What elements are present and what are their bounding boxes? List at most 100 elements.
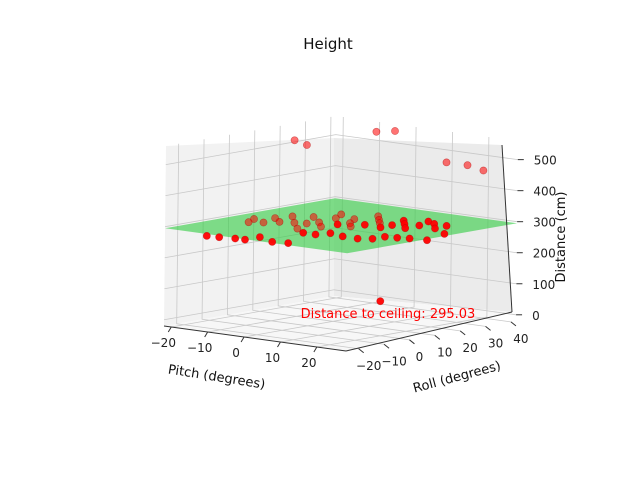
data-point: [346, 222, 355, 231]
data-point: [284, 239, 293, 247]
data-point: [391, 127, 399, 135]
data-point: [388, 221, 396, 229]
data-point: [311, 230, 320, 239]
y-tick-mark: [459, 330, 466, 336]
z-axis-label: Distance (cm): [554, 192, 569, 283]
data-points: [202, 127, 488, 306]
y-grid-line: [328, 116, 511, 323]
data-point: [442, 158, 451, 167]
z-tick-label: 100: [532, 278, 555, 292]
x-tick-mark: [313, 346, 318, 353]
z-grid-line: [164, 258, 517, 290]
y-grid-line: [277, 125, 461, 332]
data-point: [302, 141, 311, 149]
data-point: [288, 212, 297, 221]
y-tick-mark: [409, 339, 415, 345]
z-axis-line: [501, 144, 513, 313]
x-tick-label: −10: [187, 341, 212, 355]
data-point: [255, 233, 264, 241]
y-tick-mark: [358, 348, 364, 354]
data-point: [376, 223, 385, 232]
x-axis-label: Pitch (degrees): [167, 362, 266, 392]
y-tick-label: 30: [488, 336, 503, 350]
data-point: [338, 232, 347, 241]
y-tick-label: 10: [437, 345, 452, 359]
data-point: [215, 233, 224, 242]
x-grid-line: [244, 126, 417, 338]
y-tick-mark: [510, 321, 517, 327]
data-point: [231, 234, 240, 243]
data-point: [368, 234, 377, 243]
data-point: [302, 219, 311, 228]
data-point: [405, 234, 414, 243]
data-point: [259, 218, 268, 227]
data-point: [415, 221, 424, 230]
x-grid-line: [280, 131, 453, 343]
grid-lines: [163, 116, 518, 350]
y-axis-line: [345, 311, 513, 352]
axis-lines: [163, 144, 513, 352]
data-point: [442, 221, 451, 230]
data-point: [309, 213, 318, 221]
distance-annotation: Distance to ceiling: 295.03: [301, 307, 476, 322]
data-point: [401, 224, 410, 233]
z-tick-label: 500: [534, 154, 557, 168]
data-point: [202, 231, 211, 240]
data-point: [380, 232, 389, 241]
data-point: [241, 235, 249, 244]
x-grid-line: [316, 136, 490, 348]
data-point: [463, 161, 472, 170]
z-tick-label: 200: [533, 247, 556, 261]
y-tick-mark: [485, 325, 491, 331]
y-tick-label: 20: [463, 341, 478, 355]
y-tick-labels: −20 −10 0 10 20 30 40: [356, 321, 529, 373]
x-tick-label: 10: [265, 351, 280, 365]
data-point: [333, 220, 342, 229]
chart-title: Height: [303, 35, 353, 53]
data-point: [393, 233, 402, 242]
x-tick-label: 0: [232, 346, 240, 360]
y-tick-label: −20: [356, 359, 381, 373]
data-point: [268, 237, 277, 246]
y-grid-line: [176, 143, 359, 350]
data-point: [244, 218, 253, 227]
y-grid-line: [201, 139, 385, 345]
data-point: [376, 297, 385, 306]
y-axis-label: Roll (degrees): [412, 359, 503, 397]
data-point: [360, 220, 369, 229]
x-grid-line: [171, 116, 344, 328]
y-grid-line: [303, 121, 486, 327]
z-grid-line: [165, 134, 518, 166]
z-tick-labels: 0 100 200 300 400 500: [516, 154, 557, 323]
x-tick-label: 20: [301, 356, 316, 370]
data-point: [337, 210, 346, 219]
x-tick-mark: [240, 336, 245, 343]
data-point: [431, 224, 439, 233]
data-point: [423, 236, 431, 245]
y-tick-label: 40: [513, 332, 528, 346]
x-tick-mark: [277, 341, 281, 348]
x-tick-label: −20: [151, 336, 176, 350]
x-axis-line: [163, 325, 347, 352]
z-grid-line: [165, 165, 518, 197]
data-point: [479, 166, 488, 175]
z-tick-label: 400: [533, 185, 556, 199]
data-point: [290, 136, 299, 145]
x-tick-mark: [167, 326, 172, 333]
data-point: [317, 222, 325, 231]
data-point: [275, 217, 284, 226]
x-tick-mark: [204, 331, 209, 338]
y-tick-label: 0: [416, 350, 424, 364]
y-tick-mark: [434, 334, 441, 340]
x-tick-labels: −20 −10 0 10 20: [151, 326, 318, 370]
data-point: [353, 234, 362, 243]
z-tick-label: 0: [532, 309, 540, 323]
data-point: [326, 229, 335, 238]
y-tick-label: −10: [381, 354, 406, 368]
z-grid-line: [165, 196, 518, 228]
z-grid-line: [163, 289, 517, 321]
data-point: [293, 224, 302, 233]
data-point: [299, 228, 308, 237]
y-grid-line: [227, 134, 410, 341]
